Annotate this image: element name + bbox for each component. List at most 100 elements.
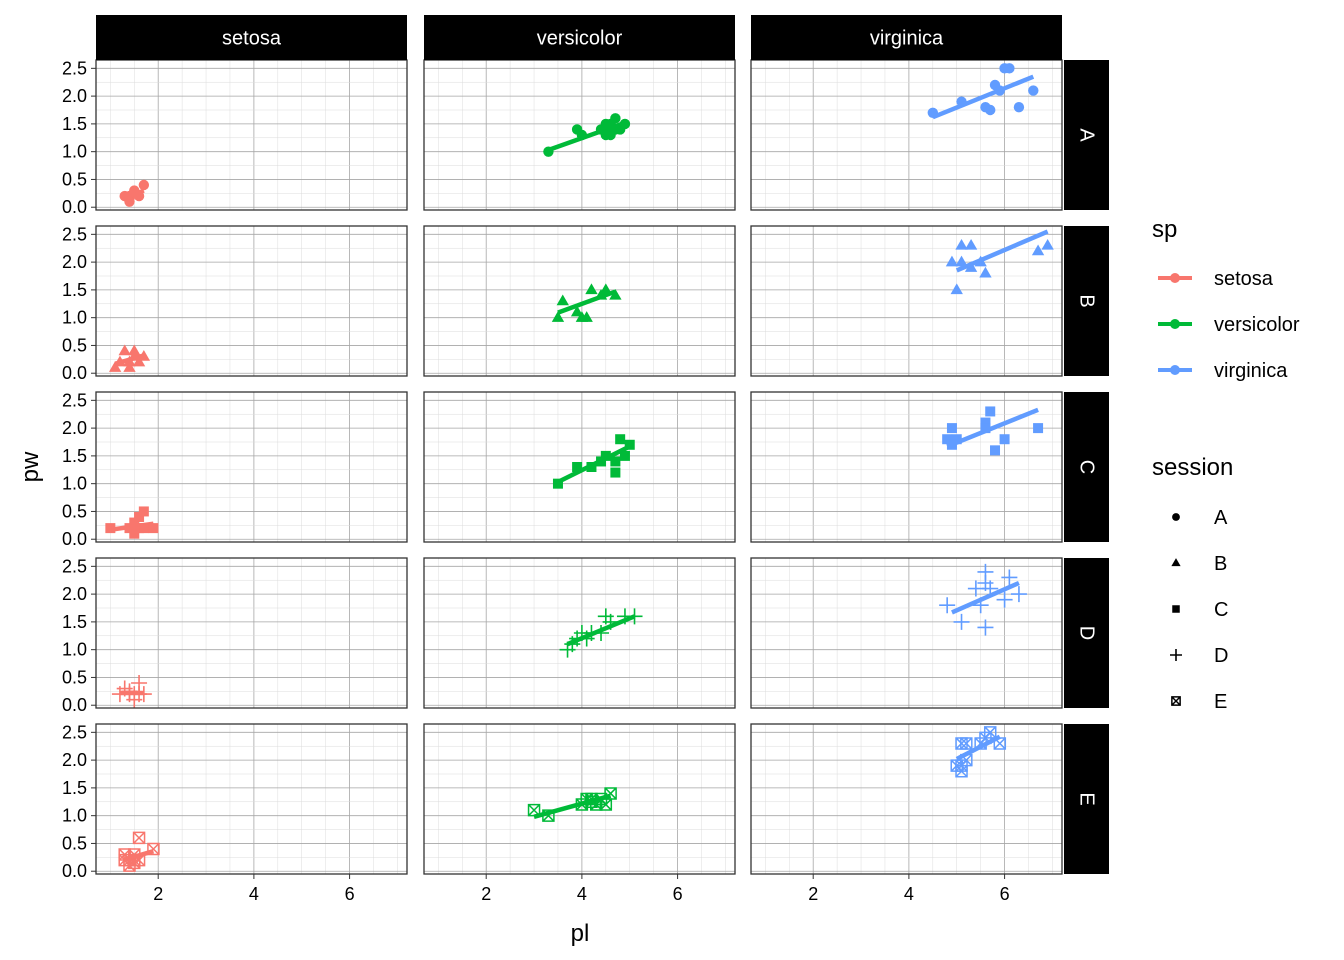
data-point <box>967 580 984 597</box>
data-point <box>609 288 622 300</box>
data-point <box>128 350 141 361</box>
data-point <box>977 575 994 591</box>
data-point <box>137 350 151 361</box>
data-point <box>927 107 939 118</box>
strip-C <box>1064 392 1109 542</box>
data-point <box>552 478 563 489</box>
data-point <box>980 423 991 434</box>
panel-border <box>95 723 408 875</box>
y-tick-label: 1.5 <box>62 280 87 300</box>
panel-background <box>96 724 407 874</box>
data-point <box>602 613 619 630</box>
data-point <box>950 283 963 295</box>
data-point <box>105 523 116 534</box>
y-tick-label: 1.5 <box>62 612 87 632</box>
gridlines <box>96 558 407 708</box>
y-tick-label: 2.0 <box>62 252 87 272</box>
panel-virginica-C <box>750 391 1063 543</box>
data-point <box>615 434 626 445</box>
y-tick-label: 0.0 <box>62 529 87 549</box>
data-point <box>946 423 957 434</box>
legend-key-shape-A <box>1172 513 1180 521</box>
data-point <box>999 434 1010 445</box>
shape-legend-title: session <box>1152 454 1233 481</box>
legend-label-B: B <box>1214 553 1227 575</box>
gridlines <box>424 724 735 874</box>
data-point <box>578 630 595 647</box>
x-tick-label: 2 <box>153 884 163 904</box>
data-point <box>1004 63 1015 74</box>
legend-label-A: A <box>1214 507 1228 529</box>
y-tick-label: 0.5 <box>62 833 87 853</box>
data-point <box>593 625 610 641</box>
data-point <box>1010 586 1027 603</box>
y-tick-label: 2.0 <box>62 750 87 770</box>
x-tick-label: 4 <box>249 884 259 904</box>
panel-border <box>423 391 736 543</box>
y-axis-title: pw <box>17 451 44 482</box>
data-point <box>985 406 996 417</box>
data-marks <box>939 563 1027 636</box>
panel-border <box>95 225 408 377</box>
data-point <box>138 523 149 534</box>
data-point <box>133 190 145 202</box>
data-point <box>128 344 141 356</box>
legend-label-versicolor: versicolor <box>1214 314 1300 336</box>
y-tick-label: 1.0 <box>62 806 87 826</box>
strip-label-versicolor: versicolor <box>537 28 623 50</box>
data-marks <box>527 787 617 822</box>
y-tick-label: 1.5 <box>62 778 87 798</box>
data-point <box>123 361 136 372</box>
x-tick-label: 2 <box>481 884 491 904</box>
data-marks <box>559 608 643 658</box>
gridlines <box>751 724 1062 874</box>
data-marks <box>119 179 150 207</box>
strip-label-B: B <box>1076 294 1098 307</box>
panel-border <box>95 557 408 709</box>
panel-versicolor-E <box>423 723 736 875</box>
data-marks <box>942 406 1044 456</box>
data-point <box>121 683 138 700</box>
data-point <box>594 288 608 300</box>
data-point <box>138 506 149 517</box>
strip-versicolor <box>424 15 735 60</box>
y-tick-label: 1.0 <box>62 474 87 494</box>
legend-label-setosa: setosa <box>1214 268 1274 290</box>
data-point <box>993 737 1007 750</box>
data-point <box>1041 238 1054 250</box>
data-point <box>964 238 978 250</box>
data-point <box>990 445 1001 456</box>
gridlines <box>751 226 1062 376</box>
strip-label-E: E <box>1076 792 1098 805</box>
data-point <box>972 597 989 614</box>
data-point <box>129 517 140 528</box>
data-point <box>945 255 959 267</box>
data-point <box>994 85 1005 96</box>
panel-border <box>750 391 1063 543</box>
strip-E <box>1064 724 1109 874</box>
panel-border <box>95 391 408 543</box>
strip-label-D: D <box>1076 626 1098 640</box>
panel-setosa-E <box>95 723 408 875</box>
axes-layer: 0.0 0.5 1.0 1.5 2.0 2.5 0.0 0.5 1.0 1.5 2.0 2.5 0.0 0… <box>62 58 1010 904</box>
legend-key-shape-B <box>1171 558 1181 567</box>
data-point <box>619 118 631 130</box>
legend-key-dot-virginica <box>1170 365 1180 375</box>
data-point <box>135 686 152 703</box>
data-point <box>556 294 569 306</box>
gridlines <box>751 558 1062 708</box>
panel-background <box>751 558 1062 708</box>
y-tick-label: 0.5 <box>62 169 87 189</box>
data-marks <box>118 831 160 872</box>
panel-virginica-D <box>750 557 1063 709</box>
legend-label-D: D <box>1214 645 1228 667</box>
data-point <box>956 96 967 107</box>
x-axis-title: pl <box>571 920 590 947</box>
data-point <box>138 179 150 191</box>
gridlines <box>96 60 407 210</box>
data-point <box>128 856 141 870</box>
data-point <box>946 439 957 450</box>
y-tick-label: 0.0 <box>62 695 87 715</box>
panel-background <box>751 392 1062 542</box>
y-tick-label: 2.5 <box>62 390 87 410</box>
